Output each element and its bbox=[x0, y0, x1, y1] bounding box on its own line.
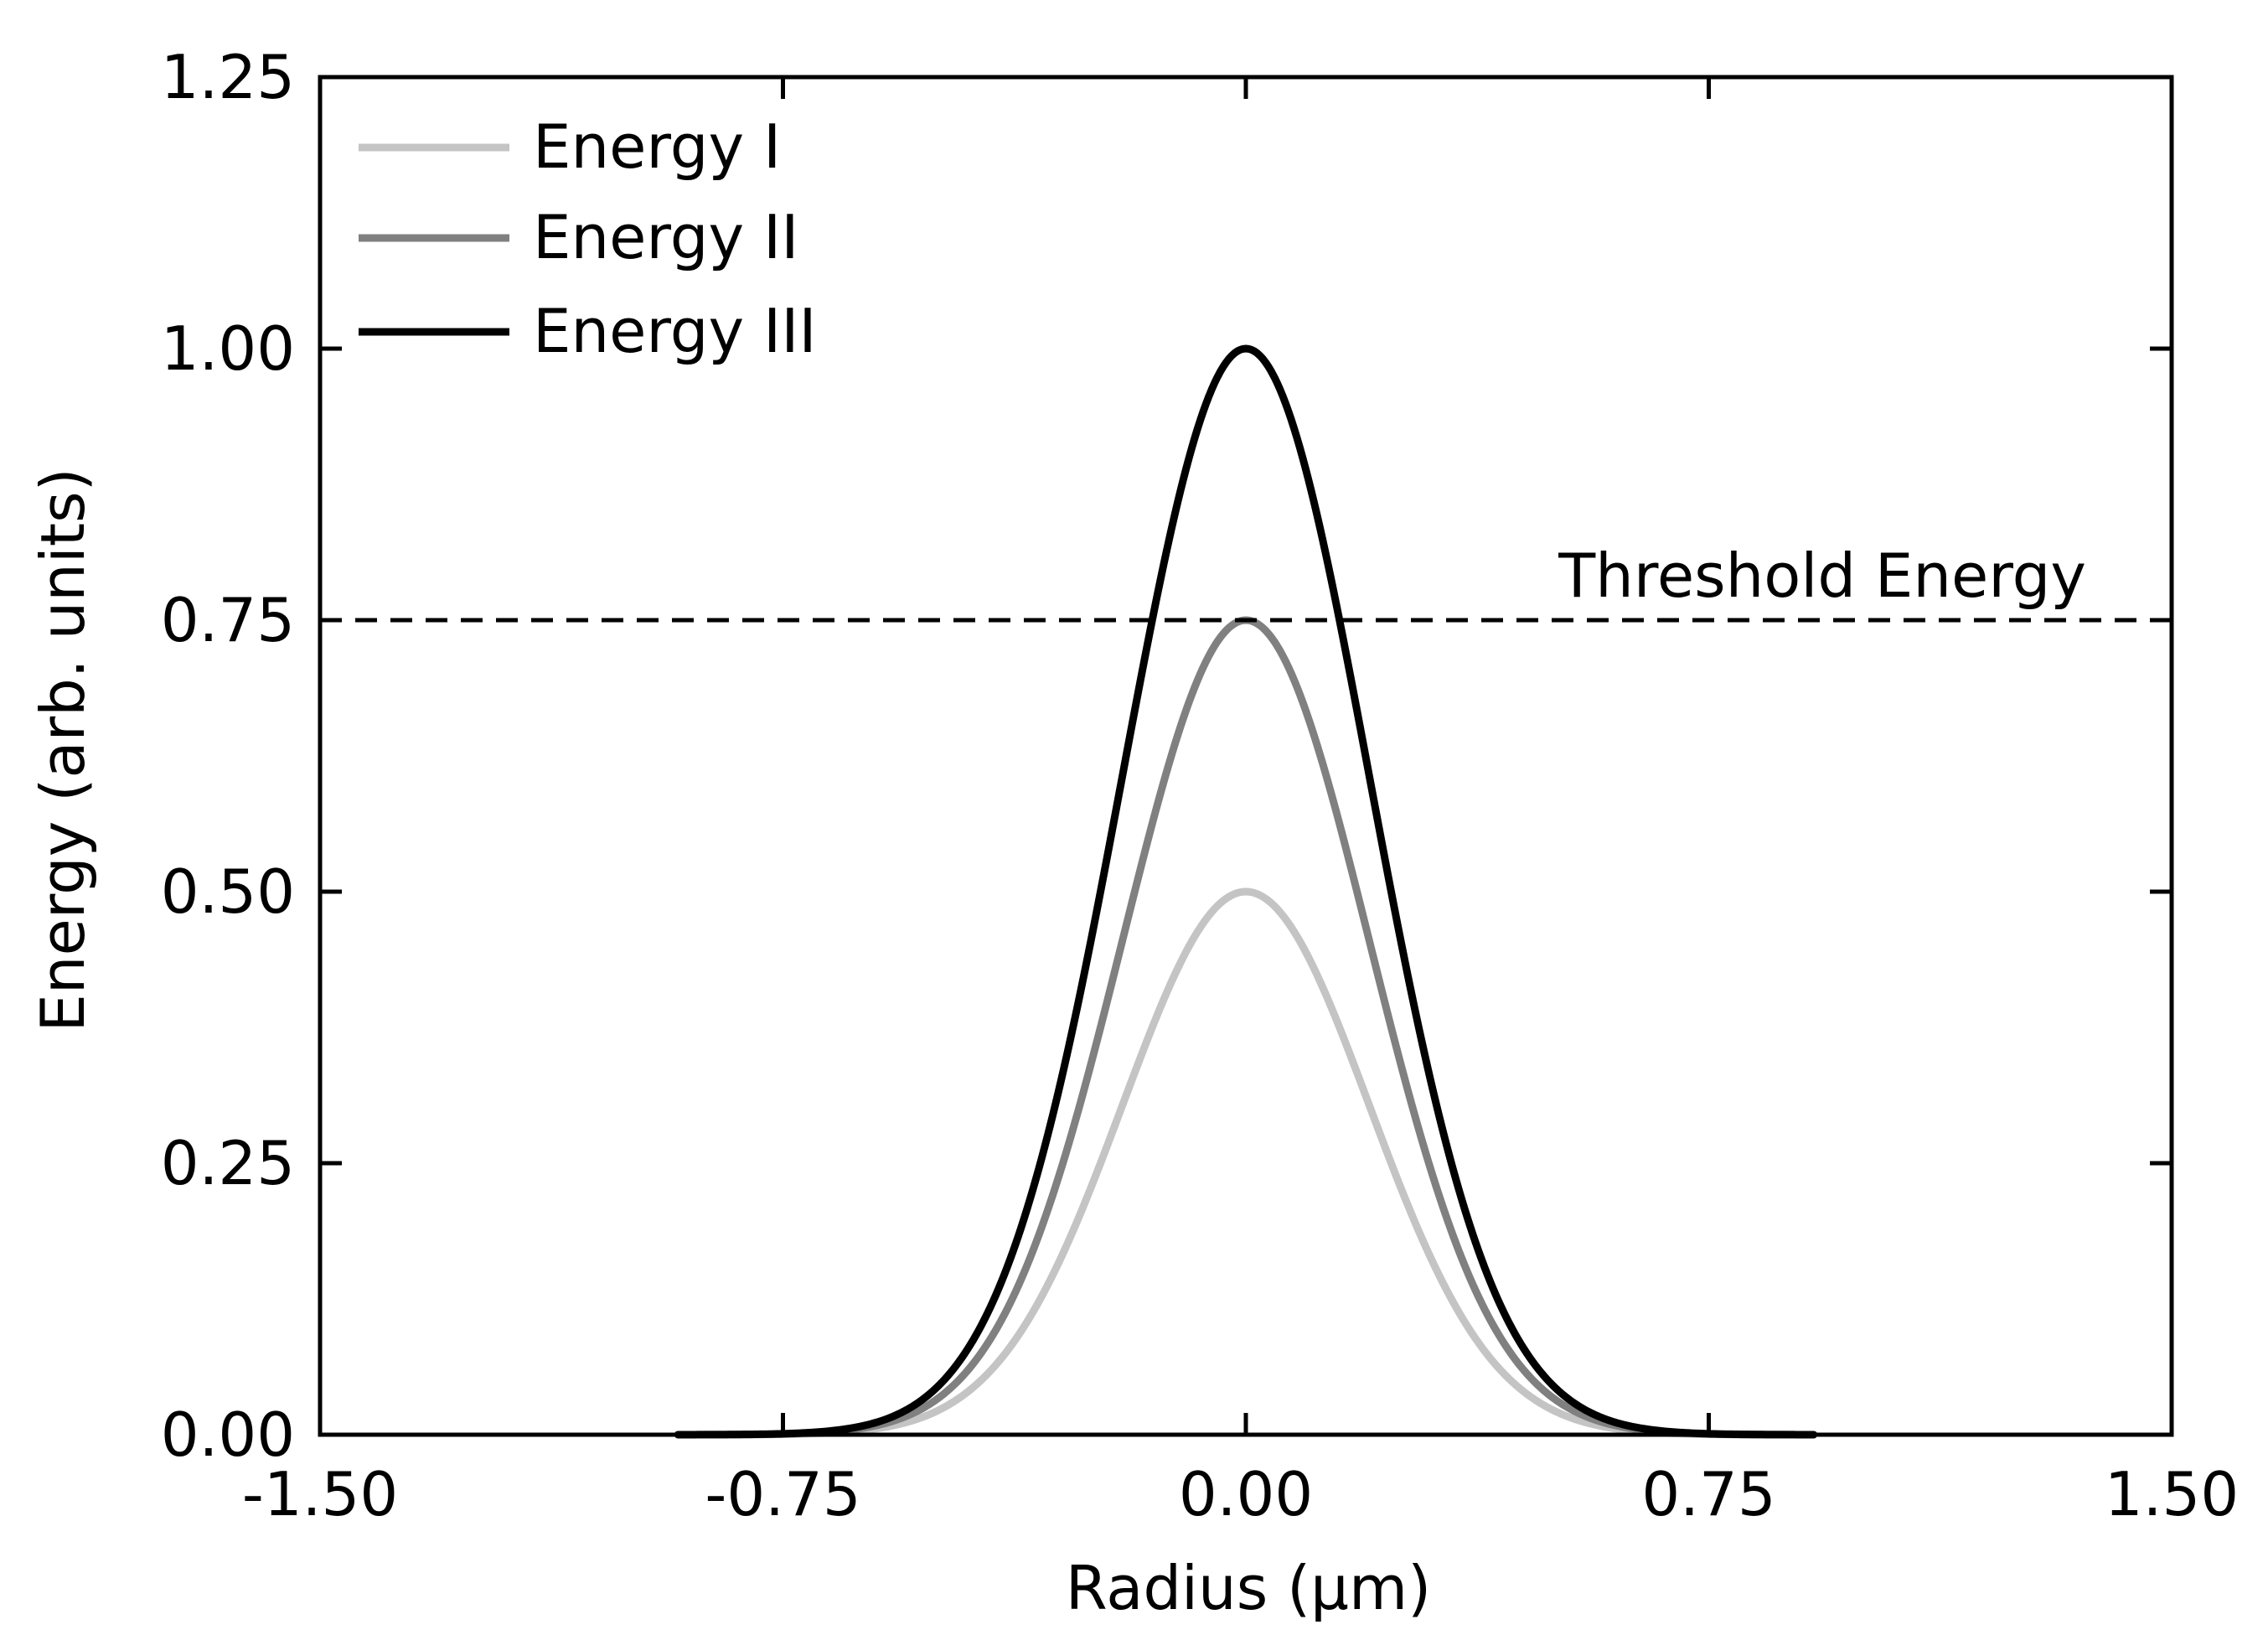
threshold-label: Threshold Energy bbox=[1558, 541, 2086, 611]
x-tick-label: -1.50 bbox=[242, 1459, 398, 1529]
legend-label-energy-i: Energy I bbox=[533, 111, 781, 182]
y-tick-label: 0.50 bbox=[161, 856, 295, 927]
y-tick-label: 0.75 bbox=[161, 585, 295, 655]
legend-label-energy-iii: Energy III bbox=[533, 296, 817, 366]
y-tick-label: 0.25 bbox=[161, 1128, 295, 1198]
y-axis-title: Energy (arb. units) bbox=[28, 468, 98, 1032]
x-tick-label: 1.50 bbox=[2105, 1459, 2239, 1529]
x-tick-label: 0.00 bbox=[1179, 1459, 1313, 1529]
legend-label-energy-ii: Energy II bbox=[533, 202, 798, 272]
x-tick-label: -0.75 bbox=[705, 1459, 860, 1529]
legend: Energy I Energy II Energy III bbox=[359, 111, 817, 366]
plot-area bbox=[320, 344, 2172, 1439]
x-axis-title: Radius (μm) bbox=[1066, 1553, 1431, 1623]
y-tick-label: 0.00 bbox=[161, 1400, 295, 1470]
x-tick-label: 0.75 bbox=[1641, 1459, 1775, 1529]
y-tick-label: 1.00 bbox=[161, 313, 295, 384]
y-tick-label: 1.25 bbox=[161, 42, 295, 112]
series-line-energy-iii bbox=[674, 344, 1818, 1439]
